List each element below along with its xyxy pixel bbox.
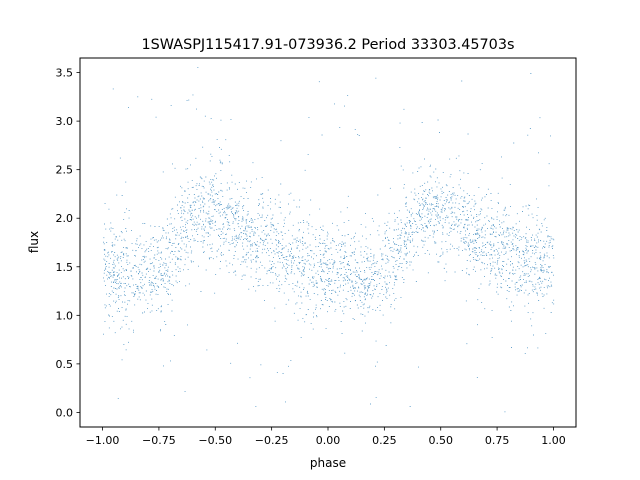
y-tick-label: 1.0 — [56, 309, 74, 322]
x-tick-label: 0.50 — [428, 434, 453, 447]
chart-title: 1SWASPJ115417.91-073936.2 Period 33303.4… — [142, 37, 515, 53]
y-tick-label: 0.5 — [56, 358, 74, 371]
x-tick-label: 0.75 — [485, 434, 510, 447]
data-point-cloud — [103, 66, 555, 413]
x-tick-label: 1.00 — [541, 434, 566, 447]
x-tick-label: −0.50 — [198, 434, 232, 447]
y-tick-label: 1.5 — [56, 261, 74, 274]
x-tick-label: −0.25 — [255, 434, 289, 447]
x-axis-label: phase — [310, 456, 346, 470]
y-tick-label: 0.0 — [56, 406, 74, 419]
x-axis-ticks: −1.00 −0.75 −0.50 −0.25 0.00 0.25 0.50 0.75 1.00 — [86, 427, 566, 447]
x-tick-label: 0.00 — [316, 434, 341, 447]
x-tick-label: −1.00 — [86, 434, 120, 447]
x-tick-label: −0.75 — [142, 434, 176, 447]
y-tick-label: 3.0 — [56, 115, 74, 128]
y-tick-label: 2.5 — [56, 164, 74, 177]
y-axis-label: flux — [27, 231, 41, 253]
x-tick-label: 0.25 — [372, 434, 397, 447]
y-tick-label: 2.0 — [56, 212, 74, 225]
scatter-points — [103, 66, 555, 413]
y-tick-label: 3.5 — [56, 67, 74, 80]
y-axis-ticks: 0.0 0.5 1.0 1.5 2.0 2.5 3.0 3.5 — [56, 67, 80, 419]
